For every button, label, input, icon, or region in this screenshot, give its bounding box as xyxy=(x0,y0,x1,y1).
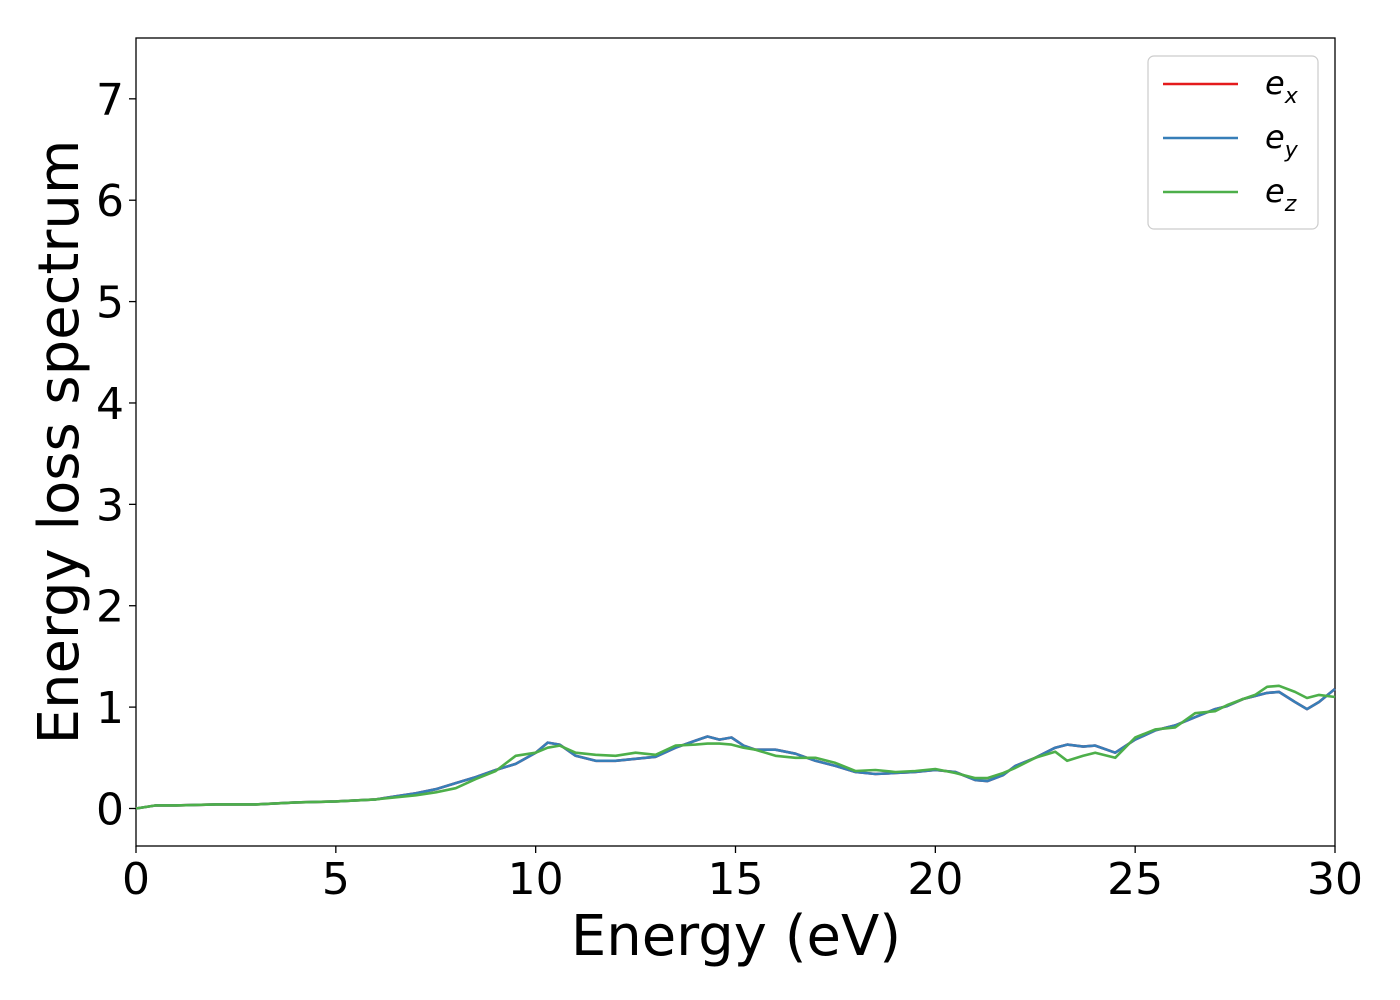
y-axis-title: Energy loss spectrum xyxy=(27,140,92,745)
y-tick-label: 3 xyxy=(96,480,124,531)
y-tick-label: 5 xyxy=(96,278,124,329)
y-tick-label: 1 xyxy=(96,683,124,734)
legend-box xyxy=(1147,55,1319,230)
y-tick-label: 4 xyxy=(96,379,124,430)
x-tick-label: 30 xyxy=(1307,854,1363,905)
legend-label-x: ex xyxy=(1265,64,1299,109)
x-tick-label: 20 xyxy=(907,854,963,905)
x-axis: 0 5 10 15 20 25 30 xyxy=(122,846,1363,905)
x-tick-label: 5 xyxy=(322,854,350,905)
x-tick-label: 0 xyxy=(122,854,150,905)
legend: ex ey ez xyxy=(1147,55,1319,230)
legend-label-y: ey xyxy=(1265,118,1299,163)
y-tick-label: 2 xyxy=(96,582,124,633)
series-line-x xyxy=(135,687,1336,810)
x-tick-label: 15 xyxy=(708,854,764,905)
x-tick-label: 10 xyxy=(508,854,564,905)
y-tick-label: 6 xyxy=(96,176,124,227)
legend-label-z: ez xyxy=(1265,172,1297,217)
series-lines xyxy=(135,684,1336,810)
y-tick-label: 0 xyxy=(96,784,124,835)
series-line-y xyxy=(135,687,1336,810)
y-tick-label: 7 xyxy=(96,75,124,126)
y-axis: 0 1 2 3 4 5 6 7 xyxy=(96,75,136,835)
series-line-z xyxy=(135,684,1336,810)
x-tick-label: 25 xyxy=(1107,854,1163,905)
x-axis-title: Energy (eV) xyxy=(571,904,901,969)
